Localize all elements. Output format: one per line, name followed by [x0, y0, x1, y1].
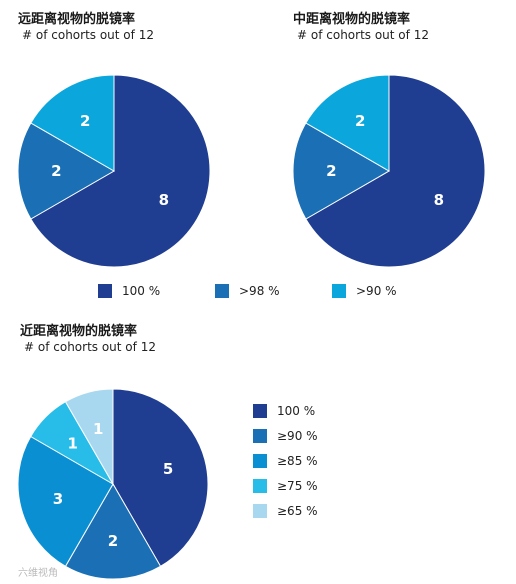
- legend-top-item-3: >90 %: [332, 284, 397, 298]
- legend-label: ≥90 %: [277, 429, 318, 443]
- watermark: 六维视角: [18, 568, 58, 579]
- pie-slice: [64, 483, 162, 580]
- legend-top-item-2: >98 %: [215, 284, 280, 298]
- pie-slice: [305, 74, 390, 172]
- pie-slice: [292, 122, 390, 220]
- legend-swatch: [98, 284, 112, 298]
- legend-swatch: [253, 429, 267, 443]
- pie-slice: [17, 435, 114, 567]
- pie-slice: [112, 388, 209, 567]
- pie-slice-label: 1: [93, 420, 103, 438]
- legend-label: 100 %: [122, 284, 161, 298]
- chart3-subtitle: # of cohorts out of 12: [24, 340, 156, 354]
- pie-slice-label: 2: [355, 112, 365, 130]
- legend-label: >90 %: [356, 284, 397, 298]
- legend-swatch: [253, 404, 267, 418]
- legend-bottom-item-1: 100 %: [253, 404, 315, 418]
- pie-slice: [305, 74, 486, 268]
- pie-slice: [64, 388, 114, 486]
- pie-slice: [30, 74, 211, 268]
- legend-swatch: [332, 284, 346, 298]
- legend-swatch: [253, 479, 267, 493]
- chart1-pie: 8 2 2: [17, 74, 211, 268]
- pie-slice: [17, 122, 115, 220]
- legend-swatch: [215, 284, 229, 298]
- pie-slice-label: 2: [326, 162, 336, 180]
- chart3-pie: 5 2 3 11: [17, 388, 209, 580]
- legend-label: ≥65 %: [277, 504, 318, 518]
- pie-slice-label: 8: [434, 191, 444, 209]
- pie-slice-label: 3: [53, 490, 63, 508]
- chart3-title: 近距离视物的脱镜率: [20, 324, 138, 339]
- legend-top-item-1: 100 %: [98, 284, 160, 298]
- legend-label: 100 %: [277, 404, 316, 418]
- legend-label: ≥85 %: [277, 454, 318, 468]
- chart1-title: 远距离视物的脱镜率: [18, 12, 136, 27]
- pie-slice-label: 8: [159, 191, 169, 209]
- chart2-subtitle: # of cohorts out of 12: [297, 28, 429, 42]
- pie-slice-label: 2: [108, 532, 118, 550]
- pie-slice-label: 5: [163, 460, 173, 478]
- legend-bottom-item-3: ≥85 %: [253, 454, 318, 468]
- chart2-pie: 8 2 2: [292, 74, 486, 268]
- pie-slice: [30, 74, 115, 172]
- chart1-subtitle: # of cohorts out of 12: [22, 28, 154, 42]
- legend-bottom-item-5: ≥65 %: [253, 504, 318, 518]
- pie-slice-label: 2: [80, 112, 90, 130]
- legend-bottom-item-4: ≥75 %: [253, 479, 318, 493]
- legend-label: >98 %: [239, 284, 280, 298]
- chart2-title: 中距离视物的脱镜率: [293, 12, 411, 27]
- legend-swatch: [253, 454, 267, 468]
- legend-bottom-item-2: ≥90 %: [253, 429, 318, 443]
- legend-swatch: [253, 504, 267, 518]
- pie-slice-label: 1: [67, 435, 77, 453]
- pie-slice-label: 2: [51, 162, 61, 180]
- legend-label: ≥75 %: [277, 479, 318, 493]
